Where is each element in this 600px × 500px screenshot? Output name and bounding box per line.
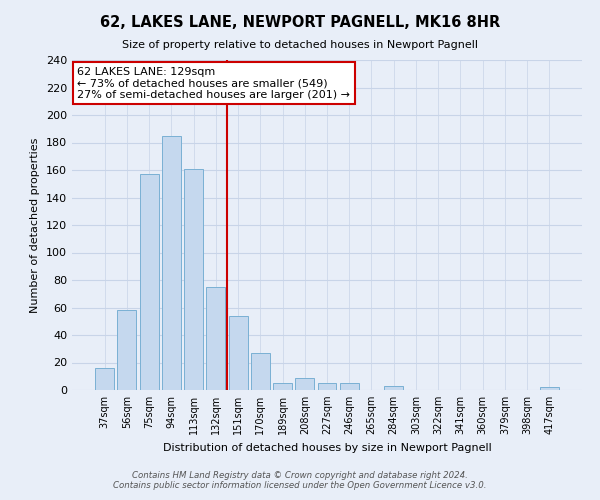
Text: 62, LAKES LANE, NEWPORT PAGNELL, MK16 8HR: 62, LAKES LANE, NEWPORT PAGNELL, MK16 8H…	[100, 15, 500, 30]
Text: Size of property relative to detached houses in Newport Pagnell: Size of property relative to detached ho…	[122, 40, 478, 50]
Bar	[384, 386, 403, 390]
Bar	[273, 383, 292, 390]
Bar	[184, 168, 203, 390]
Bar	[251, 353, 270, 390]
Y-axis label: Number of detached properties: Number of detached properties	[31, 138, 40, 312]
Bar	[162, 136, 181, 390]
Text: 62 LAKES LANE: 129sqm
← 73% of detached houses are smaller (549)
27% of semi-det: 62 LAKES LANE: 129sqm ← 73% of detached …	[77, 66, 350, 100]
Bar	[206, 287, 225, 390]
Bar	[295, 378, 314, 390]
Bar	[95, 368, 114, 390]
Bar	[229, 316, 248, 390]
Bar	[118, 310, 136, 390]
Text: Contains HM Land Registry data © Crown copyright and database right 2024.
Contai: Contains HM Land Registry data © Crown c…	[113, 470, 487, 490]
Bar	[317, 383, 337, 390]
Bar	[540, 387, 559, 390]
X-axis label: Distribution of detached houses by size in Newport Pagnell: Distribution of detached houses by size …	[163, 442, 491, 452]
Bar	[340, 383, 359, 390]
Bar	[140, 174, 158, 390]
